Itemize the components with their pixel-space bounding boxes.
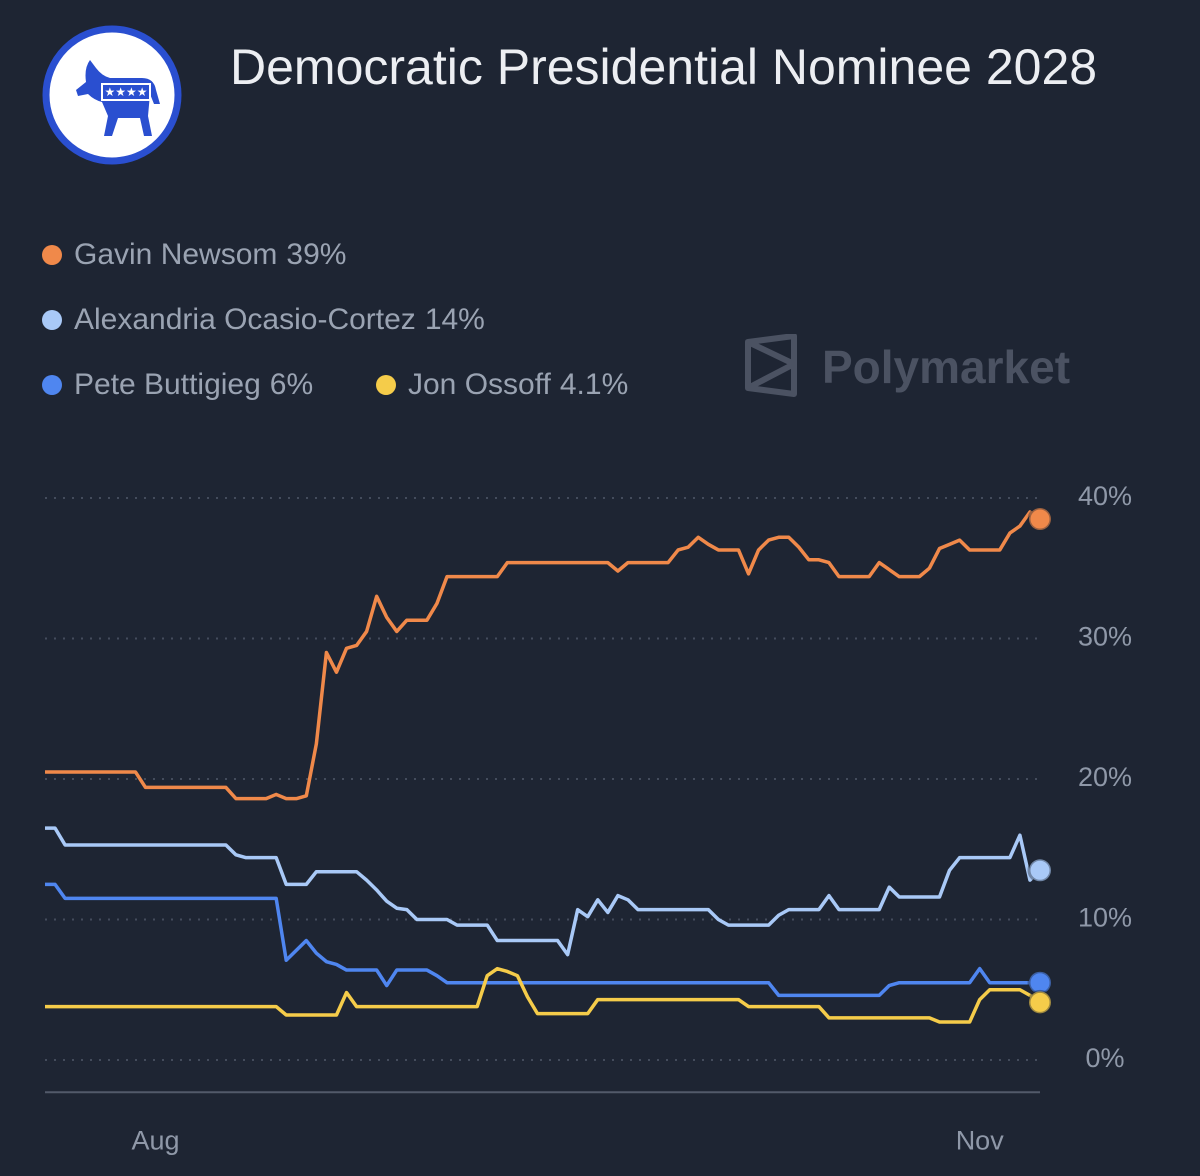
watermark: Polymarket — [822, 341, 1071, 393]
y-tick-label: 10% — [1078, 903, 1132, 933]
x-tick-label: Nov — [956, 1125, 1005, 1155]
chart: 0% 10% 20% 30% 40% Aug Nov — [45, 481, 1132, 1155]
legend-dot — [42, 310, 62, 330]
end-dot — [1027, 989, 1053, 1015]
legend-value: 6% — [269, 368, 314, 401]
legend-value: 14% — [424, 303, 485, 336]
legend-name: Jon Ossoff — [408, 368, 551, 401]
series-line — [45, 826, 1042, 957]
end-dot — [1027, 857, 1053, 883]
legend-name: Alexandria Ocasio-Cortez — [74, 303, 416, 336]
legend-dot — [42, 375, 62, 395]
legend-name: Gavin Newsom — [74, 238, 278, 271]
series-line — [45, 510, 1042, 801]
x-tick-label: Aug — [132, 1125, 180, 1155]
legend-value: 39% — [286, 238, 347, 271]
legend-item: Pete Buttigieg 6% — [42, 368, 313, 402]
legend-item: Jon Ossoff 4.1% — [376, 368, 628, 402]
series-line — [45, 966, 1042, 1024]
legend-value: 4.1% — [559, 368, 629, 401]
legend-dot — [376, 375, 396, 395]
party-logo: ★★★★ — [42, 25, 182, 165]
y-tick-label: 30% — [1078, 622, 1132, 652]
y-tick-label: 20% — [1078, 762, 1132, 792]
legend-name: Pete Buttigieg — [74, 368, 261, 401]
legend-dot — [42, 245, 62, 265]
y-tick-label: 40% — [1078, 481, 1132, 511]
watermark-logo — [745, 334, 797, 397]
chart-title: Democratic Presidential Nominee 2028 — [230, 39, 1098, 95]
series-line — [45, 882, 1040, 998]
y-tick-label: 0% — [1085, 1043, 1124, 1073]
svg-text:★★★★: ★★★★ — [104, 85, 147, 99]
end-dot — [1027, 506, 1053, 532]
legend-item: Gavin Newsom 39% — [42, 238, 346, 272]
legend-item: Alexandria Ocasio-Cortez 14% — [42, 303, 485, 337]
